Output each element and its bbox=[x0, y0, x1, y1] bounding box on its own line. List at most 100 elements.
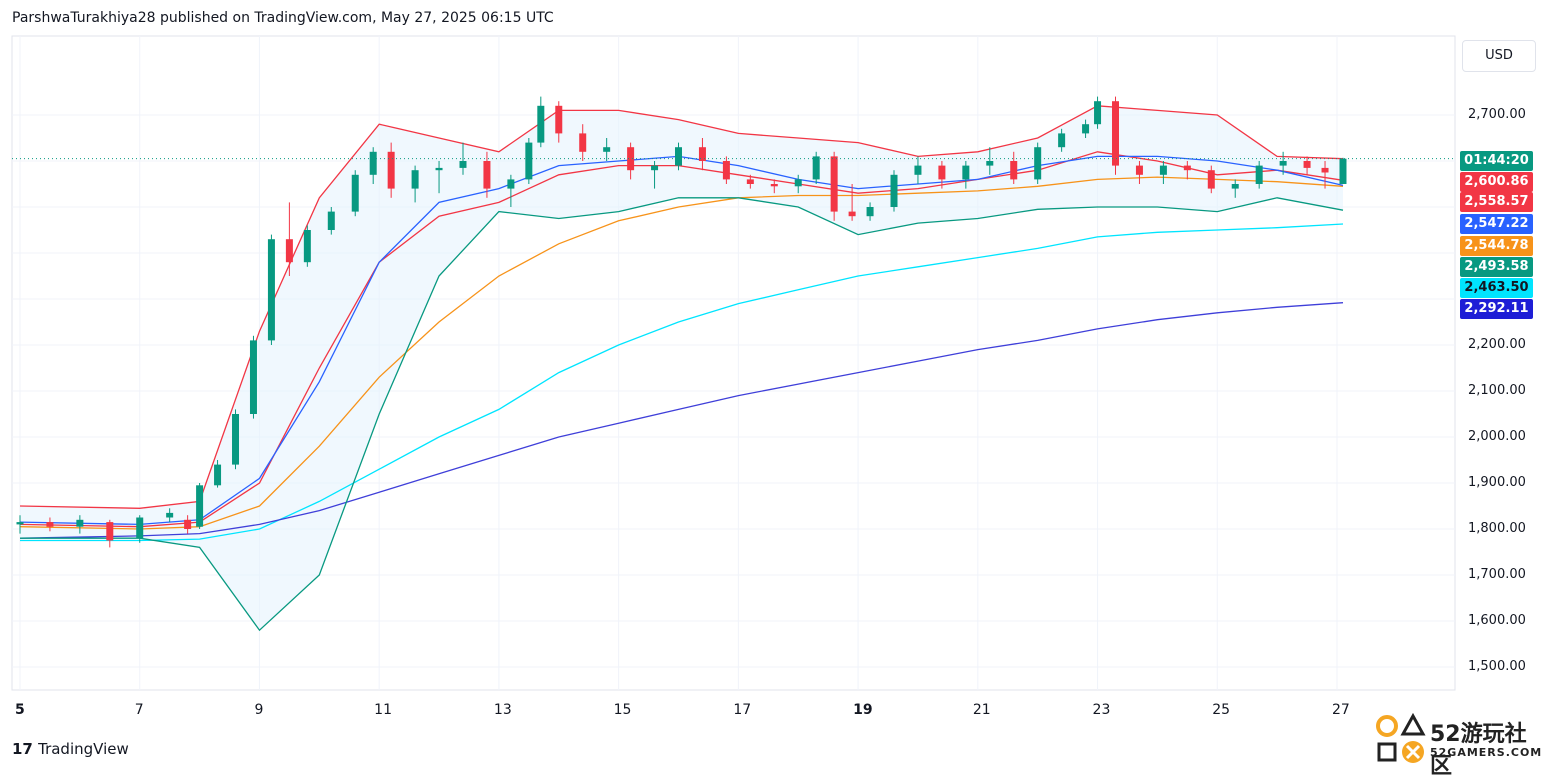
x-tick-label: 15 bbox=[613, 702, 632, 718]
currency-button[interactable]: USD bbox=[1462, 40, 1536, 72]
x-tick-label: 25 bbox=[1212, 702, 1231, 718]
x-tick-label: 19 bbox=[853, 702, 873, 718]
symbol-name[interactable]: Ethereum / U.S. Dollar · 4h · CRYPTO bbox=[22, 47, 260, 62]
candle-body bbox=[411, 170, 419, 189]
candle-body bbox=[1058, 133, 1066, 148]
candle-body bbox=[214, 464, 222, 486]
candle-body bbox=[830, 156, 838, 212]
countdown-tag: 01:44:20 bbox=[1460, 151, 1533, 171]
candle-body bbox=[1183, 165, 1191, 171]
candle-body bbox=[483, 161, 491, 189]
candle-body bbox=[16, 522, 24, 525]
candle-body bbox=[435, 167, 443, 171]
candle-body bbox=[46, 522, 54, 527]
candle-body bbox=[459, 161, 467, 168]
x-tick-label: 11 bbox=[374, 702, 392, 718]
ema100-value: 2,463.50 bbox=[296, 68, 355, 83]
ema20-tag: 2,558.57 bbox=[1460, 192, 1533, 212]
candle-body bbox=[327, 211, 335, 230]
x-tick-label: 21 bbox=[972, 702, 991, 718]
ema100-tag: 2,463.50 bbox=[1460, 278, 1533, 298]
candle-body bbox=[525, 142, 533, 180]
plot-area bbox=[11, 35, 1456, 691]
candle-body bbox=[285, 239, 293, 263]
watermark: 52游玩社区 52GAMERS.COM bbox=[1375, 712, 1545, 779]
candle-body bbox=[136, 517, 144, 539]
x-tick-label: 13 bbox=[493, 702, 512, 718]
y-tick-label: 1,700.00 bbox=[1468, 567, 1526, 582]
ema-label: EMA 20/50/100/200 bbox=[22, 68, 151, 83]
candle-body bbox=[1034, 147, 1042, 180]
candle-body bbox=[938, 165, 946, 180]
bb-upper-tag: 2,600.86 bbox=[1460, 172, 1533, 192]
candle-body bbox=[675, 147, 682, 166]
tv-brand-text: TradingView bbox=[38, 740, 129, 758]
series-line-ema-200 bbox=[19, 302, 1344, 539]
candle-body bbox=[1207, 170, 1215, 189]
candle-body bbox=[794, 179, 802, 187]
candle-body bbox=[1339, 158, 1347, 184]
tradingview-logo[interactable]: 17 TradingView bbox=[12, 740, 129, 758]
x-tick-label: 23 bbox=[1092, 702, 1111, 718]
y-tick-label: 2,100.00 bbox=[1468, 383, 1526, 398]
watermark-sub: 52GAMERS.COM bbox=[1430, 746, 1543, 759]
legend-ema-row[interactable]: EMA 20/50/100/200 2,558.57 2,544.78 2,46… bbox=[22, 65, 699, 86]
x-tick-label: 7 bbox=[134, 702, 144, 718]
x-tick-label: 5 bbox=[15, 702, 25, 718]
y-tick-label: 2,200.00 bbox=[1468, 337, 1526, 352]
open-value: O2,550.19 bbox=[269, 47, 338, 62]
candle-body bbox=[603, 147, 611, 152]
candle-body bbox=[722, 161, 730, 180]
candle-body bbox=[232, 414, 240, 465]
candle-body bbox=[249, 340, 257, 414]
candle-body bbox=[1112, 101, 1120, 166]
candle-body bbox=[387, 151, 395, 189]
candle-body bbox=[914, 165, 922, 175]
ema50-tag: 2,544.78 bbox=[1460, 236, 1533, 256]
x-tick-label: 17 bbox=[733, 702, 752, 718]
candle-body bbox=[627, 147, 635, 171]
legend-bb-row[interactable]: BB (20, SMA, close, 2) 2,547.22 2,600.86… bbox=[22, 86, 699, 107]
series-line-bb-lower bbox=[20, 197, 1344, 632]
bb-lower-value: 2,493.58 bbox=[311, 89, 370, 104]
candle-body bbox=[812, 156, 820, 180]
series-line-ema-100 bbox=[20, 223, 1344, 542]
x-tick-label: 9 bbox=[254, 702, 264, 718]
series-line-bb-basis bbox=[19, 155, 1344, 526]
candle-body bbox=[651, 165, 659, 171]
ema50-value: 2,544.78 bbox=[228, 68, 287, 83]
candle-body bbox=[1255, 165, 1263, 184]
series-line-bb-upper bbox=[19, 105, 1344, 509]
candle-body bbox=[986, 161, 994, 166]
candle-body bbox=[890, 174, 898, 207]
y-tick-label: 1,500.00 bbox=[1468, 659, 1526, 674]
candle-body bbox=[106, 522, 114, 541]
y-tick-label: 1,800.00 bbox=[1468, 521, 1526, 536]
candle-body bbox=[1135, 165, 1143, 175]
close-value: C2,605.17 bbox=[500, 47, 568, 62]
candle-body bbox=[507, 179, 515, 189]
publish-line: ParshwaTurakhiya28 published on TradingV… bbox=[12, 10, 554, 26]
candle-body bbox=[770, 184, 778, 187]
candle-body bbox=[1231, 184, 1239, 189]
bb-fill bbox=[20, 105, 1343, 631]
ema200-value: 2,292.11 bbox=[364, 68, 423, 83]
bb-upper-value: 2,600.86 bbox=[243, 89, 302, 104]
candle-body bbox=[166, 512, 174, 518]
candle-body bbox=[303, 230, 311, 263]
candle-body bbox=[698, 147, 706, 161]
candle-body bbox=[267, 239, 275, 341]
series-line-ema-50 bbox=[19, 176, 1344, 530]
candle-body bbox=[1094, 101, 1102, 125]
candle-body bbox=[1159, 165, 1167, 175]
y-tick-label: 2,000.00 bbox=[1468, 429, 1526, 444]
candle-body bbox=[537, 105, 545, 143]
candle-body bbox=[1082, 124, 1090, 134]
bb-lower-tag: 2,493.58 bbox=[1460, 257, 1533, 277]
bb-basis-tag: 2,547.22 bbox=[1460, 214, 1533, 234]
ema20-value: 2,558.57 bbox=[160, 68, 219, 83]
candle-body bbox=[196, 485, 204, 527]
candle-body bbox=[579, 133, 587, 152]
y-tick-label: 1,600.00 bbox=[1468, 613, 1526, 628]
